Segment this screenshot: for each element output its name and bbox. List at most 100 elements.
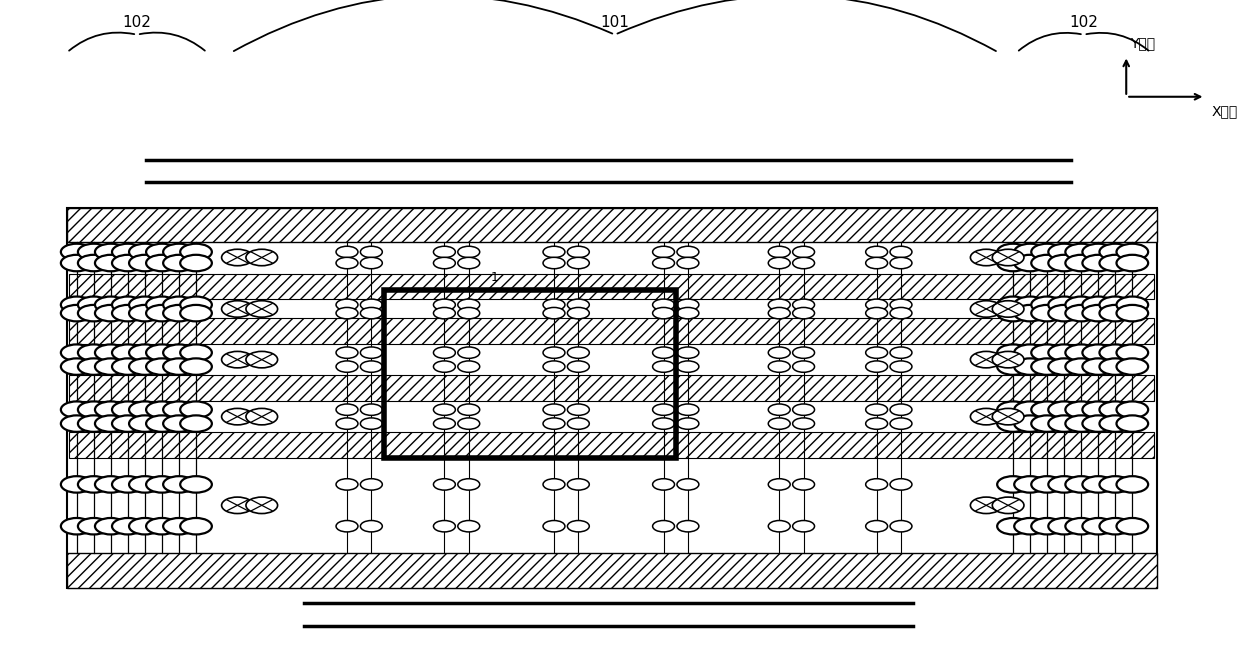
Circle shape — [1015, 297, 1046, 313]
Circle shape — [336, 257, 358, 269]
Circle shape — [997, 415, 1028, 432]
Circle shape — [1116, 402, 1149, 418]
Circle shape — [890, 347, 912, 358]
Circle shape — [543, 246, 565, 258]
Circle shape — [866, 347, 887, 358]
Circle shape — [1031, 243, 1063, 260]
Circle shape — [434, 347, 456, 358]
Circle shape — [768, 246, 790, 258]
Circle shape — [164, 415, 195, 432]
Circle shape — [793, 299, 814, 311]
Circle shape — [95, 243, 126, 260]
Circle shape — [146, 305, 177, 322]
Circle shape — [180, 305, 212, 322]
Circle shape — [1066, 255, 1097, 271]
Circle shape — [78, 476, 109, 493]
Circle shape — [793, 347, 814, 358]
Circle shape — [95, 518, 126, 534]
Circle shape — [793, 404, 814, 415]
Circle shape — [457, 361, 479, 372]
Circle shape — [164, 297, 195, 313]
Circle shape — [164, 476, 195, 493]
Circle shape — [1031, 415, 1063, 432]
Circle shape — [1116, 305, 1149, 322]
Circle shape — [1031, 297, 1063, 313]
Circle shape — [361, 246, 383, 258]
Circle shape — [1066, 518, 1097, 534]
Circle shape — [992, 249, 1023, 266]
Circle shape — [164, 305, 195, 322]
Circle shape — [78, 518, 109, 534]
Circle shape — [768, 418, 790, 429]
Circle shape — [180, 402, 212, 418]
Circle shape — [361, 299, 383, 311]
Text: 1: 1 — [491, 271, 498, 284]
Circle shape — [95, 358, 126, 375]
Circle shape — [1048, 297, 1080, 313]
Circle shape — [222, 352, 253, 368]
Circle shape — [129, 255, 161, 271]
Text: 102: 102 — [1069, 14, 1098, 29]
Circle shape — [1099, 518, 1131, 534]
Circle shape — [1083, 415, 1114, 432]
Circle shape — [1015, 305, 1046, 322]
Circle shape — [890, 307, 912, 319]
Circle shape — [567, 347, 590, 358]
Circle shape — [146, 297, 177, 313]
Circle shape — [1099, 476, 1131, 493]
Circle shape — [457, 347, 479, 358]
Circle shape — [676, 307, 699, 319]
Circle shape — [336, 404, 358, 415]
Circle shape — [1116, 255, 1149, 271]
Circle shape — [567, 246, 590, 258]
Circle shape — [866, 404, 887, 415]
Circle shape — [676, 521, 699, 532]
Bar — [67, 208, 1157, 588]
Circle shape — [890, 478, 912, 490]
Circle shape — [146, 358, 177, 375]
Circle shape — [78, 358, 109, 375]
Circle shape — [793, 418, 814, 429]
Circle shape — [434, 307, 456, 319]
Circle shape — [1099, 297, 1131, 313]
Circle shape — [61, 255, 93, 271]
Circle shape — [457, 521, 479, 532]
Circle shape — [567, 257, 590, 269]
Circle shape — [1083, 305, 1114, 322]
Circle shape — [247, 249, 278, 266]
Circle shape — [1048, 344, 1080, 361]
Circle shape — [164, 518, 195, 534]
Circle shape — [992, 301, 1023, 317]
Circle shape — [890, 521, 912, 532]
Circle shape — [1015, 518, 1046, 534]
Circle shape — [866, 299, 887, 311]
Circle shape — [653, 257, 674, 269]
Circle shape — [146, 255, 177, 271]
Circle shape — [1031, 305, 1063, 322]
Circle shape — [653, 347, 674, 358]
Circle shape — [434, 418, 456, 429]
Circle shape — [361, 521, 383, 532]
Circle shape — [336, 246, 358, 258]
Circle shape — [336, 307, 358, 319]
Circle shape — [997, 476, 1028, 493]
Circle shape — [1083, 358, 1114, 375]
Circle shape — [1116, 476, 1149, 493]
Circle shape — [1099, 415, 1131, 432]
Circle shape — [543, 361, 565, 372]
Circle shape — [567, 307, 590, 319]
Circle shape — [567, 299, 590, 311]
Circle shape — [78, 297, 109, 313]
Circle shape — [129, 344, 161, 361]
Circle shape — [112, 255, 144, 271]
Circle shape — [676, 478, 699, 490]
Circle shape — [1066, 402, 1097, 418]
Circle shape — [997, 305, 1028, 322]
Circle shape — [164, 344, 195, 361]
Circle shape — [997, 243, 1028, 260]
Circle shape — [970, 497, 1002, 514]
Circle shape — [1116, 358, 1149, 375]
Circle shape — [1015, 255, 1046, 271]
Circle shape — [129, 518, 161, 534]
Circle shape — [112, 344, 144, 361]
